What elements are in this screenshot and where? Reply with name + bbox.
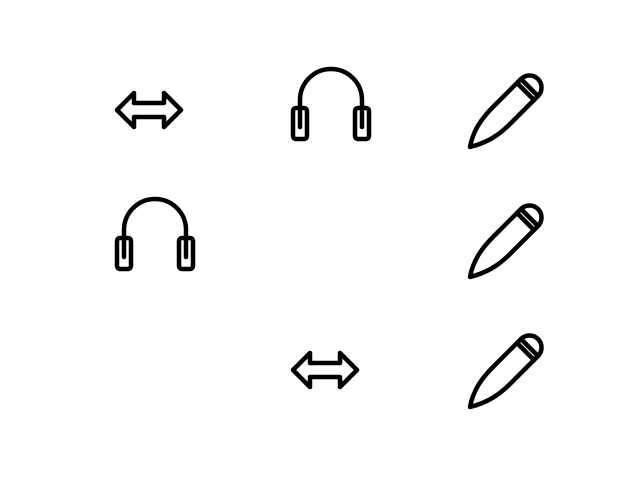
headphones-icon — [107, 193, 203, 289]
arrows-horizontal-icon — [283, 323, 379, 419]
pencil-icon — [459, 63, 555, 159]
pencil-icon — [459, 323, 555, 419]
headphones-icon — [283, 63, 379, 159]
arrows-horizontal-icon — [107, 63, 203, 159]
pencil-icon — [459, 193, 555, 289]
